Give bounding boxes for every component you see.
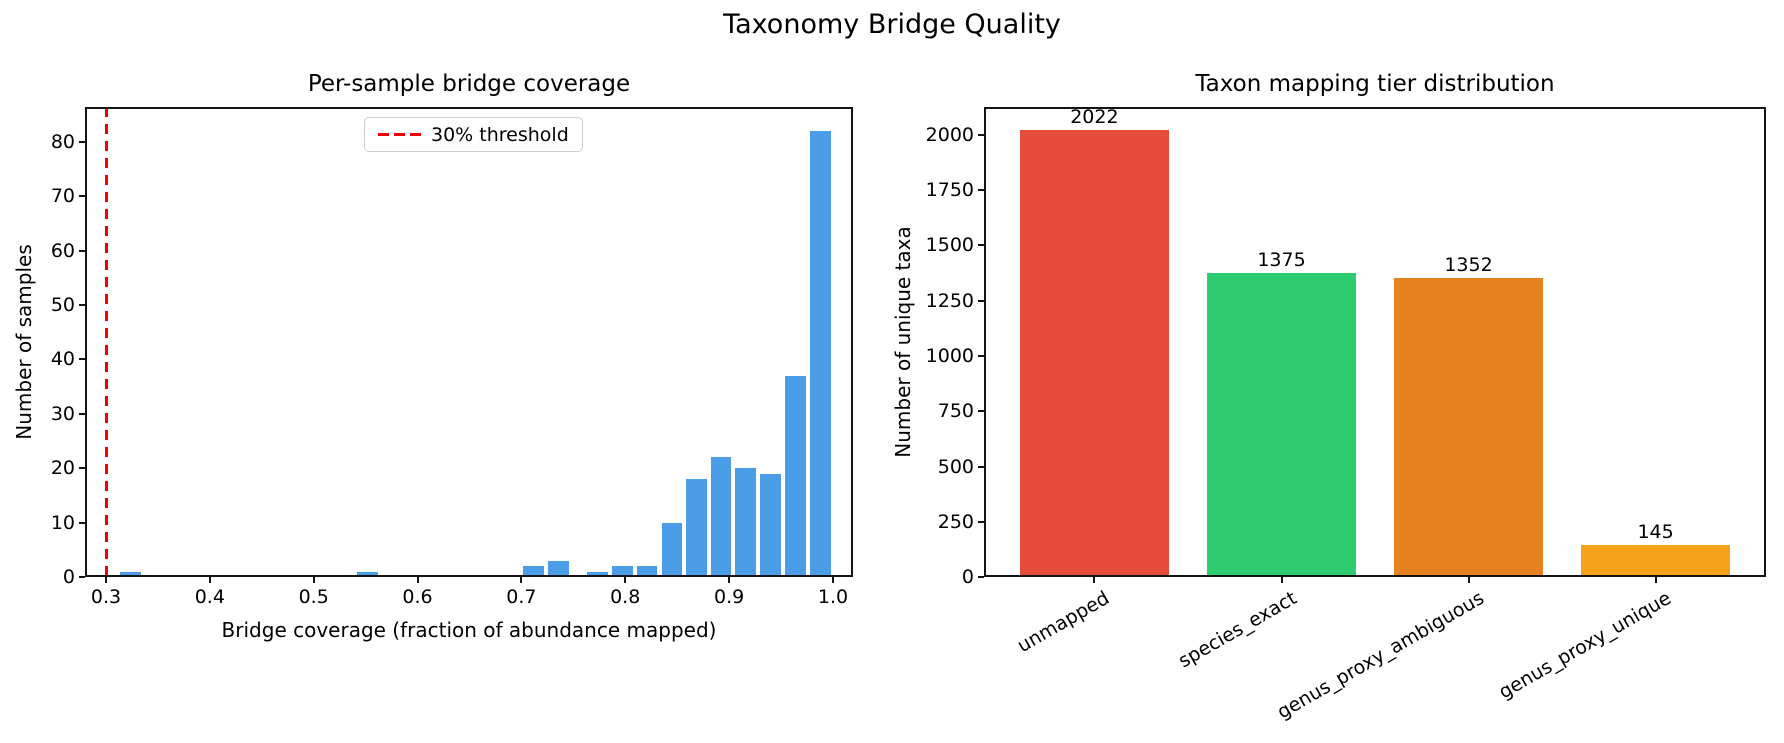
histogram-bar [584,571,610,577]
y-tick [79,521,85,524]
histogram-bar [709,457,734,577]
x-tick [1280,577,1283,583]
figure-title: Taxonomy Bridge Quality [723,9,1061,40]
y-tick [978,244,984,247]
y-tick [79,576,85,578]
x-tick [520,577,523,583]
y-tick-label: 2000 [925,123,974,146]
y-tick [79,304,85,306]
x-tick-label: 1.0 [817,586,849,608]
y-tick-label: 40 [50,348,75,371]
y-tick-label: 750 [937,400,974,423]
x-tick-label: 0.8 [610,586,641,608]
y-tick [978,189,984,192]
category-tick-label: species_exact [1174,587,1301,673]
histogram-bar [634,566,660,577]
histogram-bar [808,130,833,577]
y-tick-label: 1000 [925,344,974,367]
y-tick-label: 30 [50,402,75,425]
histogram-bar [521,566,547,577]
y-tick [978,133,984,136]
x-tick-label: 0.7 [506,586,537,608]
bar-genus_proxy_unique [1580,544,1731,577]
y-tick [79,358,85,361]
x-tick [832,577,834,583]
bar-genus_proxy_ambiguous [1393,278,1544,577]
x-tick-label: 0.5 [298,586,329,608]
bar-value-label: 2022 [1070,106,1119,128]
x-tick-label: 0.4 [194,586,225,608]
y-tick [79,195,85,198]
y-tick-label: 20 [50,457,75,480]
category-tick-label: genus_proxy_ambiguous [1273,587,1488,724]
x-tick-label: 0.6 [402,586,433,608]
x-tick [1467,577,1470,583]
histogram-bar [609,566,635,577]
histogram-bar [355,571,381,577]
category-tick-label: genus_proxy_unique [1494,587,1675,704]
y-tick [978,520,984,523]
histogram-bar [733,468,759,577]
y-tick-label: 50 [50,294,75,316]
y-tick-label: 500 [937,455,974,478]
y-tick-label: 70 [50,185,75,208]
x-tick [416,577,419,583]
y-tick-label: 250 [937,510,974,533]
y-tick [978,465,984,468]
histogram-bar [118,571,144,577]
x-tick [624,577,627,583]
y-axis-label-taxa: Number of unique taxa [891,226,915,458]
x-tick-label: 0.9 [713,586,745,608]
y-tick [79,412,85,415]
y-tick-label: 1500 [925,234,974,257]
legend: 30% threshold [364,117,583,152]
histogram-bar [783,375,808,577]
bar-value-label: 1352 [1444,254,1493,277]
x-tick [208,577,211,583]
y-tick-label: 1250 [925,289,974,312]
histogram-bar [758,473,784,577]
histogram-bar [684,479,710,577]
x-tick [105,577,107,583]
x-tick [728,577,731,583]
x-tick [312,577,315,583]
left-chart-title: Per-sample bridge coverage [307,71,631,97]
y-tick-label: 60 [50,239,75,262]
bar-value-label: 1375 [1257,249,1306,271]
y-tick [978,576,984,578]
y-tick-label: 0 [961,566,974,588]
x-tick [1654,577,1657,583]
y-tick-label: 10 [50,511,75,534]
x-axis-label-coverage: Bridge coverage (fraction of abundance m… [221,618,717,642]
y-tick-label: 0 [62,566,75,588]
y-tick [79,140,85,143]
x-tick [1093,577,1096,583]
bar-unmapped [1019,130,1170,577]
y-tick [79,249,85,252]
y-tick [79,467,85,470]
y-tick [978,354,984,357]
histogram-bar [546,560,572,577]
y-tick [978,299,984,302]
bar-species_exact [1206,273,1357,577]
y-tick-label: 1750 [925,179,974,202]
histogram-bar [659,522,685,577]
y-tick [978,410,984,413]
x-tick-label: 0.3 [90,586,122,608]
legend-label: 30% threshold [431,123,569,146]
y-tick-label: 80 [50,130,75,153]
right-chart-title: Taxon mapping tier distribution [1195,71,1555,97]
threshold-line [104,107,108,577]
dashed-line-legend-sample [378,132,421,137]
category-tick-label: unmapped [1013,587,1114,658]
bar-value-label: 145 [1637,520,1674,543]
